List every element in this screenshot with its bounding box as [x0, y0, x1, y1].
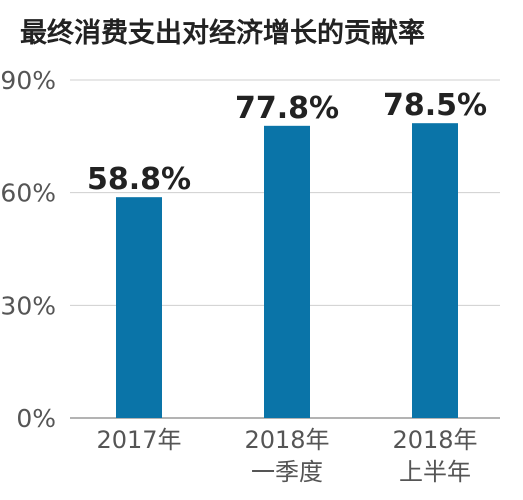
y-tick-label-60: 60% [0, 179, 56, 208]
y-tick-label-0: 0% [16, 404, 56, 433]
y-tick-label-30: 30% [0, 291, 56, 320]
bar-2 [412, 123, 458, 418]
y-tick-label-90: 90% [0, 66, 56, 95]
x-tick-label-0-line-0: 2017年 [96, 426, 181, 454]
x-tick-label-1-line-0: 2018年 [244, 426, 329, 454]
chart-title: 最终消费支出对经济增长的贡献率 [20, 17, 425, 49]
bar-0 [116, 197, 162, 418]
data-label-2: 78.5% [383, 88, 487, 123]
data-label-1: 77.8% [235, 91, 339, 126]
x-tick-label-2-line-0: 2018年 [392, 426, 477, 454]
x-tick-label-2-line-1: 上半年 [399, 458, 471, 486]
x-tick-label-1-line-1: 一季度 [251, 458, 323, 486]
bar-1 [264, 125, 310, 418]
bars: 58.8% 77.8% 78.5% [87, 88, 487, 418]
data-label-0: 58.8% [87, 162, 191, 197]
y-axis-ticks: 0% 30% 60% 90% [0, 66, 56, 433]
